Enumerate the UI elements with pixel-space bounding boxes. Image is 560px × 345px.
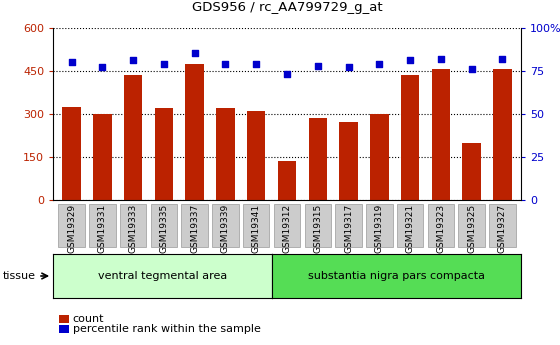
Bar <box>493 69 512 200</box>
Bar <box>309 118 327 200</box>
Text: GSM19323: GSM19323 <box>436 204 445 253</box>
FancyBboxPatch shape <box>120 204 146 247</box>
Bar <box>124 75 142 200</box>
Bar <box>278 161 296 200</box>
Bar <box>155 108 173 200</box>
Text: GSM19329: GSM19329 <box>67 204 76 253</box>
Point <box>405 58 414 63</box>
Text: substantia nigra pars compacta: substantia nigra pars compacta <box>307 271 485 281</box>
Bar <box>185 63 204 200</box>
Text: GSM19317: GSM19317 <box>344 204 353 253</box>
FancyBboxPatch shape <box>274 204 300 247</box>
Bar <box>62 107 81 200</box>
Text: GSM19339: GSM19339 <box>221 204 230 253</box>
Point <box>252 61 261 67</box>
Bar <box>432 69 450 200</box>
Bar <box>339 122 358 200</box>
FancyBboxPatch shape <box>212 204 239 247</box>
FancyBboxPatch shape <box>151 204 177 247</box>
FancyBboxPatch shape <box>397 204 423 247</box>
FancyBboxPatch shape <box>181 204 208 247</box>
Text: GSM19319: GSM19319 <box>375 204 384 253</box>
FancyBboxPatch shape <box>335 204 362 247</box>
Text: GSM19331: GSM19331 <box>98 204 107 253</box>
Bar <box>370 114 389 200</box>
Text: GSM19333: GSM19333 <box>129 204 138 253</box>
Point <box>498 56 507 61</box>
Text: GDS956 / rc_AA799729_g_at: GDS956 / rc_AA799729_g_at <box>192 1 382 14</box>
Text: GSM19315: GSM19315 <box>313 204 322 253</box>
Bar <box>463 142 481 200</box>
Point <box>190 51 199 56</box>
Point <box>344 65 353 70</box>
Point <box>313 63 322 68</box>
FancyBboxPatch shape <box>458 204 485 247</box>
Point <box>129 58 138 63</box>
Point <box>375 61 384 67</box>
Text: GSM19327: GSM19327 <box>498 204 507 253</box>
Point <box>221 61 230 67</box>
Point <box>467 66 476 72</box>
Point <box>160 61 169 67</box>
FancyBboxPatch shape <box>243 204 269 247</box>
Text: tissue: tissue <box>3 271 36 281</box>
Bar <box>247 111 265 200</box>
Text: GSM19325: GSM19325 <box>467 204 476 253</box>
Point <box>67 59 76 65</box>
Text: GSM19341: GSM19341 <box>252 204 261 253</box>
Point <box>98 65 107 70</box>
FancyBboxPatch shape <box>428 204 454 247</box>
FancyBboxPatch shape <box>89 204 116 247</box>
Point <box>436 56 445 61</box>
Text: percentile rank within the sample: percentile rank within the sample <box>73 324 260 334</box>
Text: ventral tegmental area: ventral tegmental area <box>98 271 227 281</box>
FancyBboxPatch shape <box>305 204 331 247</box>
Point <box>282 71 291 77</box>
Bar <box>401 75 419 200</box>
Text: GSM19337: GSM19337 <box>190 204 199 253</box>
FancyBboxPatch shape <box>489 204 516 247</box>
Text: GSM19321: GSM19321 <box>405 204 414 253</box>
Text: GSM19335: GSM19335 <box>160 204 169 253</box>
FancyBboxPatch shape <box>58 204 85 247</box>
Bar <box>93 114 111 200</box>
Text: count: count <box>73 314 104 324</box>
Bar <box>216 108 235 200</box>
FancyBboxPatch shape <box>366 204 393 247</box>
Text: GSM19312: GSM19312 <box>282 204 292 253</box>
